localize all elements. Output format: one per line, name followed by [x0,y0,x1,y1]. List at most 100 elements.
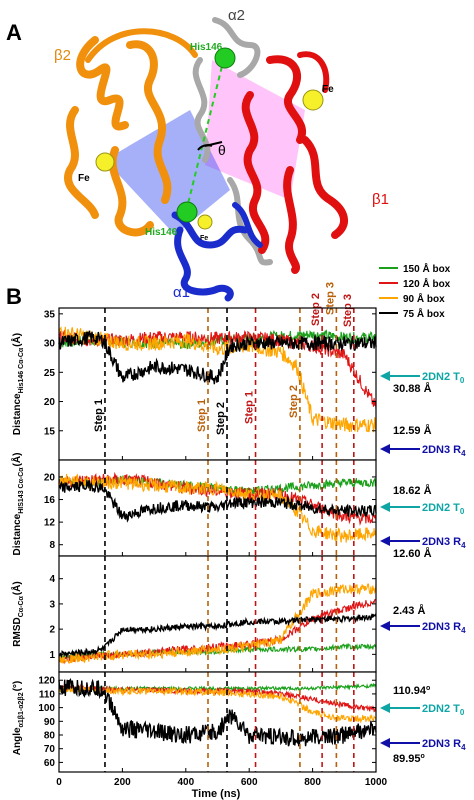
ytick-label-0-4: 35 [44,309,56,320]
label-fe-bottom: Fe [200,235,208,242]
series-line-2-3 [58,613,377,659]
label-his146-top: His146 [190,42,223,53]
label-fe-left: Fe [78,173,90,184]
subunit-label-beta2: β2 [54,47,71,64]
alpha1-subunit [171,202,263,302]
ytick-label-1-0: 8 [49,540,55,551]
ytick-label-2-2: 3 [49,599,55,610]
ann-p1-2dn3: 2DN3 R4 [422,536,466,550]
xtick-label-4: 800 [304,777,321,788]
ann-p3-2dn2: 2DN2 T0 [422,703,465,717]
event-label-6: Step 3 [324,282,336,315]
ytick-label-3-1: 70 [44,744,56,755]
event-label-4: Step 2 [288,385,300,418]
protein-structure: θ His146 His146 Fe Fe Fe β2 α2 β1 α1 [54,7,389,302]
ytick-label-0-3: 30 [44,339,56,350]
series-line-2-2 [58,583,377,664]
ylabel-distance-his146: DistanceHis146 Cα-Cα(Å) [10,333,25,435]
fe-bottom-sphere [197,214,213,230]
ytick-label-3-6: 120 [38,676,55,687]
xlabel: Time (ns) [192,788,241,800]
subunit-label-beta1: β1 [372,191,389,208]
event-label-0: Step 1 [93,399,105,432]
ytick-label-0-1: 20 [44,397,56,408]
legend-label-90: 90 Å box [403,292,445,305]
label-his146-bottom: His146 [145,227,178,238]
arrowhead-p2-2dn3 [380,621,390,631]
theta-ray [204,141,223,147]
ytick-label-1-1: 12 [44,518,56,529]
plot-frame-3 [58,671,377,773]
arrowhead-p1-2dn3 [380,536,390,546]
xtick-label-2: 400 [177,777,194,788]
beta2-subunit [64,28,198,237]
ann-p0-2dn2: 2DN2 T0 [422,371,465,385]
panel-a: A [6,7,389,302]
series-line-0-1 [58,329,377,410]
series-line-1-3 [58,479,377,523]
ann-p2-value: 2.43 Å [393,604,425,617]
subplot-rmsd: 1 2 3 4 [49,555,377,673]
ann-p3-value-1: 110.94o [393,685,430,697]
annotations: 2DN2 T0 30.88 Å 12.59 Å 2DN3 R4 18.62 Å … [380,371,466,765]
plot-area-0 [59,308,376,460]
theta-label: θ [218,142,226,158]
ylabel-distance-his143: DistanceHIS143 Cα-Cα(Å) [10,453,25,556]
ytick-label-0-2: 25 [44,368,56,379]
ytick-label-0-0: 15 [44,426,56,437]
ylabel-rmsd: RMSDCα-Cα(Å) [10,581,25,646]
fe-right-sphere [302,89,324,111]
panel-b-label: B [6,284,22,309]
ylabel-angle: Angleα1β1-α2β2(°) [12,681,25,756]
ann-p3-value-2: 89.95o [393,753,425,765]
subplot-distance-his143: 8 12 16 20 [44,459,377,557]
arrowhead-p1-2dn2 [380,502,390,512]
event-label-2: Step 2 [215,402,227,435]
his146-top-sphere [214,47,236,69]
series-line-1-2 [58,473,377,543]
arrowhead-p3-2dn2 [380,703,390,713]
alpha2-subunit [192,17,273,266]
beta1-subunit [241,51,348,274]
ann-p1-2dn2: 2DN2 T0 [422,502,465,516]
ann-p1-value-2: 12.60 Å [393,547,432,560]
ytick-label-1-2: 16 [44,495,56,506]
xtick-label-0: 0 [56,777,62,788]
subunit-label-alpha1: α1 [173,284,190,301]
ann-p0-2dn3: 2DN3 R4 [422,444,466,458]
ann-p1-value-1: 18.62 Å [393,484,432,497]
fe-left-sphere [95,152,115,172]
xtick-label-5: 1000 [365,777,388,788]
ytick-label-3-0: 60 [44,758,56,769]
series-line-3-2 [58,684,377,724]
arrowhead-p0-2dn2 [380,371,390,381]
ytick-label-3-2: 80 [44,731,56,742]
xtick-label-1: 200 [114,777,131,788]
legend-label-75: 75 Å box [403,307,445,320]
ann-p0-value-1: 30.88 Å [393,382,432,395]
ytick-label-2-1: 2 [49,625,55,636]
ytick-label-2-3: 4 [49,574,55,585]
ytick-label-3-5: 110 [39,689,56,700]
panel-b: B 150 Å box 120 Å box 90 Å box 75 Å box … [6,262,466,800]
legend-label-120: 120 Å box [403,277,451,290]
arrowhead-p0-2dn3 [380,444,390,454]
subunit-label-alpha2: α2 [228,7,245,24]
ann-p0-value-2: 12.59 Å [393,424,432,437]
ytick-label-3-3: 90 [44,717,56,728]
event-label-7: Step 3 [342,294,354,327]
ytick-label-2-0: 1 [49,650,55,661]
series-line-0-2 [58,326,377,433]
arrowhead-p3-2dn3 [380,738,390,748]
ann-p3-2dn3: 2DN3 R4 [422,738,466,752]
his146-bottom-sphere [176,201,198,223]
event-label-3: Step 1 [244,391,256,424]
ytick-label-3-4: 100 [38,703,55,714]
legend-label-150: 150 Å box [403,262,451,275]
label-fe-right: Fe [322,84,334,95]
subplot-angle: 60 70 80 90 100 110 120 0 200 400 600 800 1000 [38,671,388,788]
series-line-3-3 [58,677,377,747]
panel-a-label: A [6,20,22,45]
